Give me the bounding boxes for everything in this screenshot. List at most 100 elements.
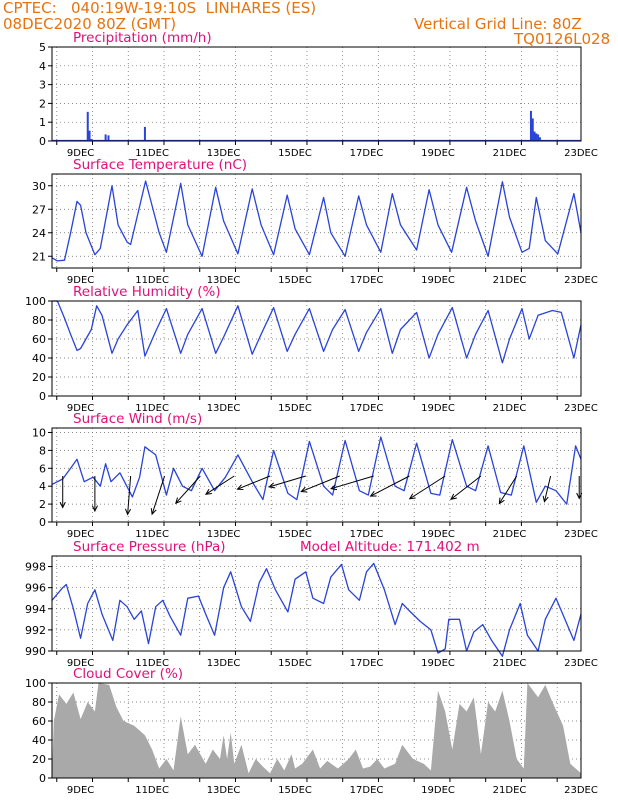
wind-arrow-head	[175, 497, 182, 505]
wind-arrow-head	[542, 495, 549, 503]
panel-frame	[51, 427, 582, 523]
panel-title: Relative Humidity (%)	[73, 284, 221, 300]
y-tick-label: 40	[32, 734, 46, 747]
series-line	[51, 180, 582, 262]
x-tick-label: 15DEC	[278, 275, 312, 286]
y-tick-label: 3	[39, 79, 46, 92]
x-tick-label: 9DEC	[67, 403, 94, 414]
wind-arrow-shaft	[237, 475, 271, 490]
y-tick-label: 80	[32, 314, 46, 327]
x-tick-label: 19DEC	[421, 529, 455, 540]
wind-arrow-shaft	[409, 475, 446, 500]
panel-frame	[51, 173, 582, 269]
wind-arrow-shaft	[269, 475, 306, 488]
precip-bar	[529, 110, 532, 141]
wind-arrow-shaft	[127, 475, 132, 515]
grid-note-label: Vertical Grid Line: 80Z	[414, 15, 582, 33]
wind-arrow-shaft	[498, 475, 518, 504]
wind-arrow-head	[150, 508, 157, 516]
y-tick-label: 21	[32, 250, 46, 263]
x-tick-label: 19DEC	[421, 658, 455, 669]
y-tick-label: 1	[39, 116, 46, 129]
y-tick-label: 20	[32, 753, 46, 766]
x-tick-label: 9DEC	[67, 275, 94, 286]
wind-arrow-head	[236, 484, 244, 491]
y-tick-label: 2	[39, 498, 46, 511]
x-tick-label: 13DEC	[207, 275, 241, 286]
run-time-label: 08DEC2020 80Z (GMT)	[3, 15, 177, 33]
y-tick-label: 4	[39, 480, 46, 493]
series-line	[51, 436, 582, 505]
x-tick-label: 21DEC	[493, 658, 527, 669]
x-tick-label: 15DEC	[278, 529, 312, 540]
x-tick-label: 9DEC	[67, 529, 94, 540]
y-tick-label: 0	[39, 516, 46, 529]
x-tick-label: 13DEC	[207, 403, 241, 414]
y-tick-label: 100	[25, 677, 46, 690]
x-tick-label: 21DEC	[493, 785, 527, 796]
y-tick-label: 994	[25, 603, 46, 616]
y-tick-label: 100	[25, 295, 46, 308]
wind-arrow-head	[91, 505, 98, 513]
x-tick-label: 17DEC	[350, 785, 384, 796]
y-tick-label: 990	[25, 645, 46, 658]
x-tick-label: 9DEC	[67, 785, 94, 796]
panel-title: Surface Pressure (hPa)	[73, 539, 226, 555]
wind-arrow-head	[268, 482, 276, 489]
x-tick-label: 15DEC	[278, 403, 312, 414]
x-tick-label: 23DEC	[564, 148, 598, 159]
x-tick-label: 19DEC	[421, 275, 455, 286]
y-tick-label: 6	[39, 462, 46, 475]
precip-bar	[535, 133, 538, 141]
wind-arrow-head	[369, 491, 377, 497]
y-tick-label: 0	[39, 772, 46, 785]
x-tick-label: 11DEC	[135, 275, 169, 286]
wind-arrow-shaft	[151, 475, 166, 515]
station-label: CPTEC: 040:19W-19:10S LINHARES (ES)	[3, 0, 317, 17]
panel-title: Surface Wind (m/s)	[73, 411, 202, 427]
y-tick-label: 5	[39, 41, 46, 54]
x-tick-label: 23DEC	[564, 275, 598, 286]
x-tick-label: 15DEC	[278, 148, 312, 159]
x-tick-label: 13DEC	[207, 148, 241, 159]
panel-frame	[51, 300, 582, 397]
wind-arrow-shaft	[450, 475, 482, 500]
y-tick-label: 998	[25, 561, 46, 574]
y-tick-label: 996	[25, 582, 46, 595]
panel-frame	[51, 682, 582, 779]
y-tick-label: 60	[32, 333, 46, 346]
precip-bar	[104, 134, 107, 141]
series-line	[52, 300, 582, 364]
y-tick-label: 0	[39, 390, 46, 403]
x-tick-label: 13DEC	[207, 529, 241, 540]
y-tick-label: 8	[39, 444, 46, 457]
wind-arrow-head	[408, 493, 416, 500]
y-tick-label: 4	[39, 60, 46, 73]
wind-arrow-shaft	[175, 475, 201, 504]
cloud-area	[52, 683, 581, 778]
precip-bar	[86, 111, 89, 141]
x-tick-label: 19DEC	[421, 403, 455, 414]
panel-frame	[51, 555, 582, 652]
x-tick-label: 23DEC	[564, 785, 598, 796]
x-tick-label: 15DEC	[278, 658, 312, 669]
x-tick-label: 9DEC	[67, 658, 94, 669]
x-tick-label: 23DEC	[564, 403, 598, 414]
panel-title: Surface Temperature (nC)	[73, 157, 247, 173]
x-tick-label: 17DEC	[350, 529, 384, 540]
x-tick-label: 23DEC	[564, 529, 598, 540]
x-tick-label: 17DEC	[350, 275, 384, 286]
panel-title: Precipitation (mm/h)	[73, 30, 212, 46]
y-tick-label: 30	[32, 180, 46, 193]
wind-arrow-head	[450, 493, 457, 500]
y-tick-label: 80	[32, 696, 46, 709]
wind-arrow-head	[204, 488, 212, 495]
x-tick-label: 19DEC	[421, 785, 455, 796]
precip-bar	[88, 130, 91, 141]
precip-bar	[531, 118, 534, 141]
y-tick-label: 0	[39, 135, 46, 148]
x-tick-label: 19DEC	[421, 148, 455, 159]
x-tick-label: 17DEC	[350, 658, 384, 669]
x-tick-label: 11DEC	[135, 658, 169, 669]
